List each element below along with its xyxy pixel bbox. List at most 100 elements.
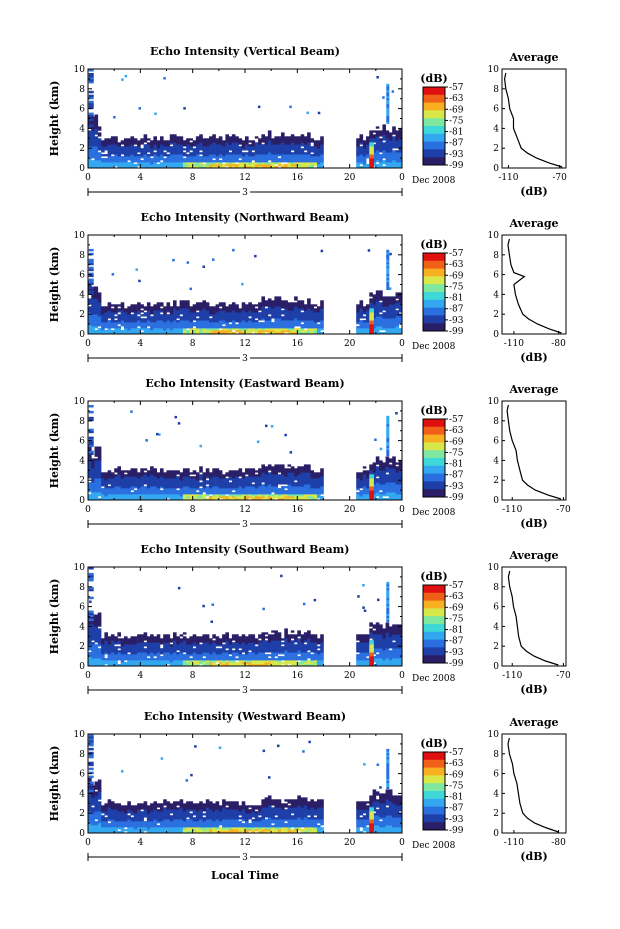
x-tick-label: 0 xyxy=(399,173,405,183)
colorbar-tick-label: -93 xyxy=(449,482,464,492)
y-axis-label: Height (km) xyxy=(48,579,61,655)
colorbar-swatch xyxy=(423,102,445,111)
colorbar-tick-label: -69 xyxy=(449,770,464,780)
avg-y-tick-label: 2 xyxy=(493,144,499,154)
y-tick-label: 10 xyxy=(74,397,86,407)
average-profile-line xyxy=(507,737,559,833)
x-tick-label: 16 xyxy=(292,173,304,183)
colorbar-tick-label: -81 xyxy=(449,294,464,304)
avg-x-tick-label: -80 xyxy=(551,838,566,848)
colorbar-swatch xyxy=(423,489,445,498)
avg-y-tick-label: 0 xyxy=(493,829,499,839)
avg-y-tick-label: 2 xyxy=(493,642,499,652)
y-tick-label: 8 xyxy=(79,417,85,427)
colorbar-tick-label: -93 xyxy=(449,648,464,658)
x-tick-label: 8 xyxy=(190,173,196,183)
panel-title: Echo Intensity (Southward Beam) xyxy=(141,543,350,556)
colorbar-swatch xyxy=(423,775,445,784)
colorbar-tick-label: -93 xyxy=(449,150,464,160)
colorbar-swatch xyxy=(423,94,445,104)
colorbar: (dB)-57-63-69-75 -81-87-93-99 xyxy=(420,238,463,337)
colorbar-swatch xyxy=(423,299,445,309)
avg-y-tick-label: 10 xyxy=(488,730,500,740)
colorbar-swatch xyxy=(423,442,445,451)
colorbar-swatch xyxy=(423,783,445,792)
colorbar-tick-label: -75 xyxy=(449,781,464,791)
colorbar-swatch xyxy=(423,126,445,135)
colorbar-unit: (dB) xyxy=(420,404,447,417)
x-tick-label: 8 xyxy=(190,838,196,848)
colorbar-swatch xyxy=(423,141,445,150)
colorbar-swatch xyxy=(423,608,445,617)
colorbar-tick-label: -75 xyxy=(449,614,464,624)
avg-y-tick-label: 8 xyxy=(493,583,499,593)
date-day-marker: 3 xyxy=(242,188,248,198)
y-tick-label: 4 xyxy=(79,622,85,632)
y-tick-label: 8 xyxy=(79,750,85,760)
colorbar-tick-label: -99 xyxy=(449,493,464,503)
x-tick-label: 12 xyxy=(239,173,250,183)
colorbar-tick-label: -57 xyxy=(449,415,464,425)
x-tick-label: 16 xyxy=(292,838,304,848)
y-axis-label: Height (km) xyxy=(48,81,61,157)
avg-y-tick-label: 6 xyxy=(493,603,499,613)
avg-y-tick-label: 0 xyxy=(493,164,499,174)
avg-y-tick-label: 8 xyxy=(493,750,499,760)
colorbar-swatch xyxy=(423,481,445,490)
average-title: Average xyxy=(508,549,558,562)
avg-y-tick-label: 4 xyxy=(493,456,499,466)
heatmap-cells xyxy=(88,248,403,335)
colorbar-unit: (dB) xyxy=(420,72,447,85)
y-tick-label: 0 xyxy=(79,829,85,839)
x-tick-label: 16 xyxy=(292,671,304,681)
average-profile: Average 0 2 4 6 8 10 -110 -70 (dB) xyxy=(488,383,571,530)
colorbar: (dB)-57-63-69-75 -81-87-93-99 xyxy=(420,570,463,669)
colorbar-tick-label: -81 xyxy=(449,460,464,470)
heatmap-cells xyxy=(88,69,403,169)
colorbar-tick-label: -69 xyxy=(449,437,464,447)
panel-title: Echo Intensity (Northward Beam) xyxy=(141,211,350,224)
date-label: Dec 2008 xyxy=(412,841,456,851)
colorbar-tick-label: -99 xyxy=(449,826,464,836)
average-profile: Average 0 2 4 6 8 10 -110 -70 (dB) xyxy=(488,51,568,198)
colorbar-swatch xyxy=(423,616,445,625)
avg-y-tick-label: 4 xyxy=(493,124,499,134)
y-tick-label: 6 xyxy=(79,271,85,281)
colorbar-swatch xyxy=(423,110,445,119)
x-tick-label: 12 xyxy=(239,339,250,349)
average-title: Average xyxy=(508,217,558,230)
colorbar-swatch xyxy=(423,759,445,769)
average-title: Average xyxy=(508,383,558,396)
x-tick-label: 0 xyxy=(85,173,91,183)
y-tick-label: 8 xyxy=(79,583,85,593)
y-tick-label: 4 xyxy=(79,789,85,799)
x-tick-label: 4 xyxy=(137,671,143,681)
date-day-marker: 3 xyxy=(242,686,248,696)
colorbar-tick-label: -63 xyxy=(449,592,464,602)
y-tick-label: 8 xyxy=(79,85,85,95)
colorbar-swatch xyxy=(423,600,445,609)
y-tick-label: 2 xyxy=(79,476,85,486)
colorbar-swatch xyxy=(423,791,445,800)
average-profile-line xyxy=(503,72,563,168)
y-tick-label: 4 xyxy=(79,124,85,134)
x-tick-label: 20 xyxy=(344,173,356,183)
x-tick-label: 0 xyxy=(85,339,91,349)
avg-x-tick-label: -70 xyxy=(556,505,571,515)
colorbar-swatch xyxy=(423,798,445,808)
average-profile: Average 0 2 4 6 8 10 -110 -70 (dB) xyxy=(488,549,571,696)
colorbar-swatch xyxy=(423,631,445,641)
colorbar: (dB)-57-63-69-75 -81-87-93-99 xyxy=(420,72,463,171)
avg-x-tick-label: -70 xyxy=(556,671,571,681)
y-tick-label: 6 xyxy=(79,770,85,780)
heatmap-cells xyxy=(88,567,403,667)
avg-y-tick-label: 10 xyxy=(488,231,500,241)
avg-y-tick-label: 6 xyxy=(493,770,499,780)
y-tick-label: 2 xyxy=(79,144,85,154)
panel-3: Echo Intensity (Eastward Beam) 0 2 4 6 8 10 0 4 8… xyxy=(48,377,571,530)
x-tick-label: 16 xyxy=(292,505,304,515)
average-title: Average xyxy=(508,716,558,729)
colorbar-tick-label: -57 xyxy=(449,748,464,758)
heatmap-cells xyxy=(88,405,403,501)
